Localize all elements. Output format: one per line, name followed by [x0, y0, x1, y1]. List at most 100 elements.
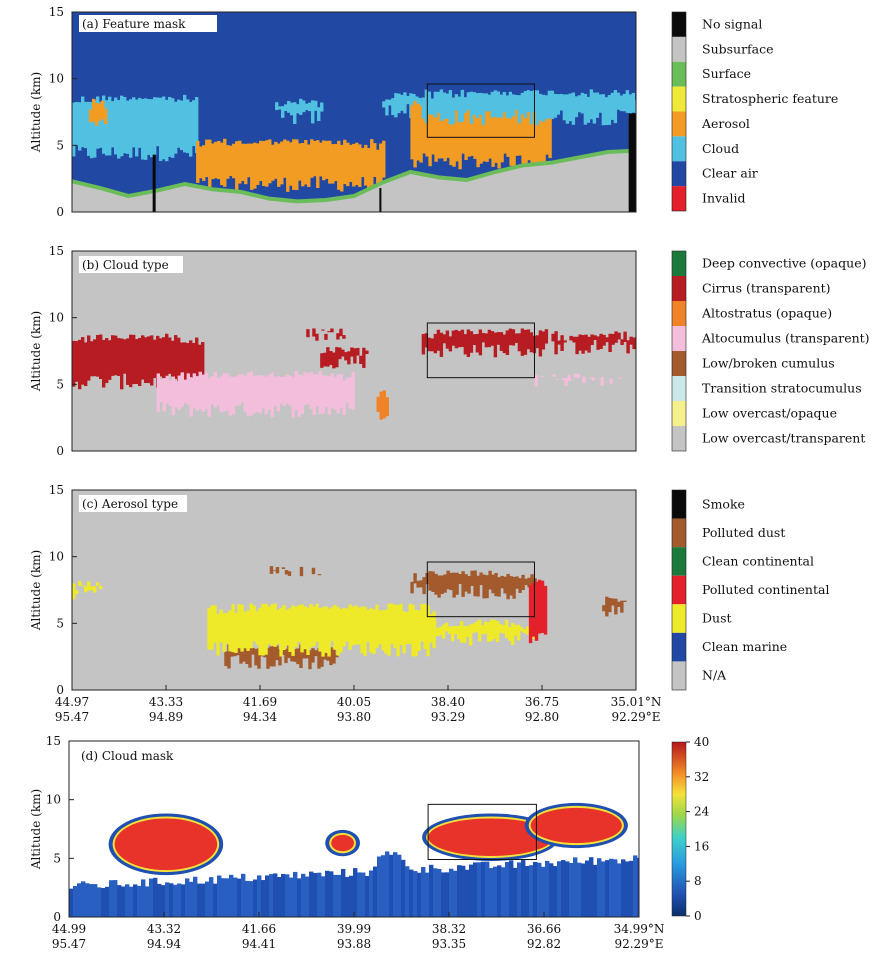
feature-strip	[289, 142, 293, 186]
feature-strip	[424, 89, 429, 124]
feature-strip	[84, 342, 88, 387]
legend-label-dust: Dust	[702, 611, 732, 626]
feature-strip	[322, 140, 326, 181]
feature-strip	[473, 570, 477, 597]
feature-strip	[521, 102, 525, 166]
feature-strip	[511, 94, 516, 117]
feature-strip	[379, 391, 383, 420]
feature-strip	[114, 335, 118, 376]
low-layer-strip	[305, 876, 310, 917]
feature-strip	[138, 337, 142, 387]
feature-strip	[246, 372, 250, 417]
feature-strip	[453, 625, 458, 635]
feature-strip	[572, 336, 576, 343]
feature-strip	[276, 376, 280, 412]
low-layer-strip	[609, 858, 614, 917]
feature-strip	[345, 377, 349, 403]
low-layer-strip	[533, 861, 538, 917]
feature-strip	[93, 99, 97, 158]
feature-strip	[159, 338, 163, 377]
feature-strip	[542, 106, 546, 168]
feature-strip	[547, 90, 552, 119]
feature-strip	[306, 607, 310, 655]
feature-strip	[309, 371, 313, 410]
low-layer-strip	[437, 868, 442, 917]
y-tick-label: 15	[46, 734, 61, 748]
low-layer-strip	[469, 864, 474, 917]
feature-strip	[563, 340, 567, 343]
x-tick-lat: 44.97	[55, 695, 89, 709]
feature-strip	[611, 598, 615, 606]
low-layer-strip	[129, 886, 134, 917]
feature-strip	[455, 103, 459, 162]
feature-strip	[484, 333, 489, 348]
feature-strip	[201, 374, 205, 412]
feature-strip	[518, 578, 522, 593]
feature-strip	[313, 140, 317, 177]
feature-strip	[141, 335, 145, 380]
feature-strip	[231, 376, 235, 414]
feature-strip	[578, 334, 582, 351]
feature-strip	[413, 573, 417, 584]
colorbar-tick-label: 24	[694, 805, 710, 819]
feature-strip	[111, 335, 115, 376]
feature-strip	[605, 596, 609, 617]
low-layer-strip	[241, 873, 246, 917]
feature-strip	[174, 335, 178, 379]
feature-strip	[235, 141, 239, 192]
feature-strip	[452, 97, 456, 167]
feature-strip	[376, 396, 380, 412]
low-layer-strip	[349, 875, 354, 917]
feature-strip	[410, 105, 414, 160]
feature-strip	[205, 139, 209, 178]
y-axis-label: Altitude (km)	[29, 789, 43, 870]
low-layer-strip	[157, 883, 162, 917]
feature-strip	[538, 93, 543, 121]
feature-strip	[534, 581, 539, 641]
feature-strip	[415, 96, 419, 109]
legend-swatch-aerosol	[672, 111, 686, 137]
low-layer-strip	[401, 859, 406, 917]
feature-strip	[252, 605, 256, 642]
feature-strip	[330, 373, 334, 409]
feature-strip	[493, 90, 498, 117]
feature-strip	[186, 99, 190, 154]
feature-strip	[433, 91, 438, 118]
feature-strip	[406, 95, 410, 105]
x-tick-lat: 38.40	[431, 695, 465, 709]
feature-dust	[207, 603, 436, 657]
feature-strip	[78, 102, 82, 151]
low-layer-strip	[313, 873, 318, 917]
feature-strip	[309, 604, 313, 648]
feature-strip	[91, 98, 96, 122]
feature-strip	[397, 93, 401, 114]
feature-strip	[192, 343, 196, 380]
low-layer-strip	[597, 858, 602, 917]
feature-strip	[507, 626, 512, 641]
x-tick-lon: 92.80	[525, 710, 559, 724]
x-tick-lat: 36.75	[525, 695, 559, 709]
feature-strip	[520, 328, 525, 356]
feature-strip	[436, 91, 441, 113]
legend-label-polluted-dust: Polluted dust	[702, 525, 785, 540]
feature-strip	[240, 374, 244, 403]
feature-strip	[129, 334, 133, 388]
low-layer-strip	[625, 861, 630, 917]
feature-strip	[476, 101, 480, 168]
legend-frame	[671, 11, 687, 212]
low-layer-strip	[245, 880, 250, 917]
y-tick-label: 5	[56, 377, 64, 391]
feature-strip	[482, 574, 486, 599]
low-layer-strip	[321, 876, 326, 917]
feature-strip	[211, 143, 215, 180]
feature-strip	[75, 101, 79, 146]
feature-strip	[614, 598, 618, 615]
feature-altocumulus-transparent	[534, 373, 622, 387]
feature-strip	[541, 331, 546, 350]
title-box	[79, 495, 187, 512]
feature-strip	[399, 603, 403, 645]
low-layer-strip	[473, 862, 478, 917]
feature-strip	[311, 100, 315, 124]
low-layer-strip	[345, 876, 350, 917]
feature-strip	[426, 605, 430, 657]
